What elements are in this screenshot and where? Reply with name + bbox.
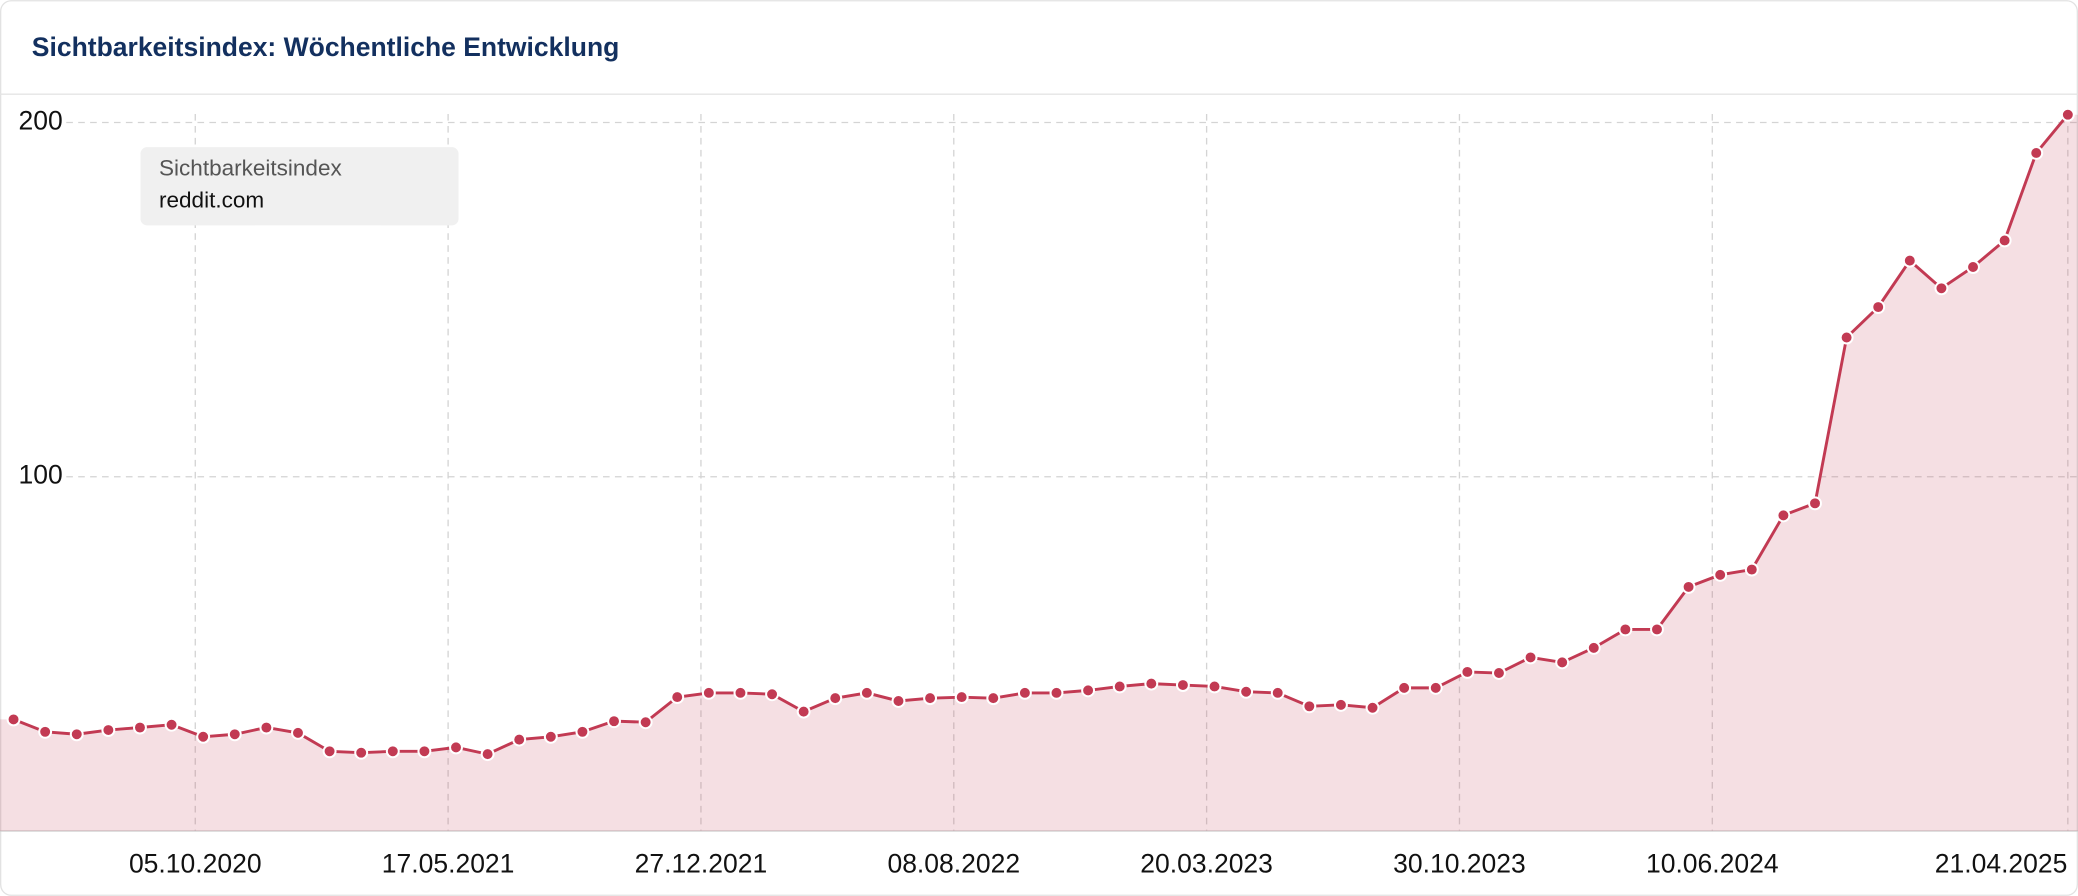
marker	[354, 745, 369, 760]
marker	[1744, 562, 1759, 577]
marker	[133, 720, 147, 735]
x-tick-label: 21.04.2025	[1935, 848, 2068, 878]
marker	[1397, 680, 1412, 695]
legend-entry: reddit.com	[159, 187, 264, 212]
marker	[765, 687, 780, 702]
marker	[291, 725, 305, 740]
chart-title: Sichtbarkeitsindex: Wöchentliche Entwick…	[32, 32, 620, 62]
marker	[449, 740, 463, 755]
marker	[1681, 579, 1696, 594]
marker	[1713, 567, 1728, 582]
y-tick-label: 100	[19, 460, 63, 490]
marker	[1207, 679, 1222, 694]
marker	[512, 732, 527, 747]
marker	[1586, 640, 1601, 655]
marker	[859, 685, 874, 700]
marker	[1144, 676, 1159, 691]
marker	[1017, 685, 1032, 700]
marker	[101, 723, 116, 737]
marker	[638, 715, 653, 730]
marker	[828, 691, 843, 706]
marker	[1460, 664, 1475, 679]
marker	[1650, 622, 1664, 637]
marker	[1239, 684, 1254, 699]
marker	[196, 729, 211, 744]
marker	[607, 714, 621, 729]
marker	[701, 685, 716, 700]
marker	[1270, 685, 1285, 700]
marker	[1902, 253, 1917, 268]
marker	[543, 729, 558, 744]
marker	[575, 724, 590, 739]
marker	[1871, 300, 1886, 315]
marker	[385, 744, 400, 759]
marker	[923, 691, 938, 706]
marker	[1492, 666, 1506, 680]
marker	[733, 685, 748, 700]
legend-title: Sichtbarkeitsindex	[159, 156, 342, 181]
marker	[954, 690, 969, 705]
marker	[986, 691, 1001, 706]
marker	[891, 694, 906, 708]
marker	[1365, 700, 1380, 715]
marker	[1428, 680, 1443, 695]
marker	[1555, 655, 1570, 670]
marker	[670, 690, 685, 705]
marker	[1112, 679, 1127, 694]
marker	[1808, 496, 1822, 511]
area	[0, 114, 2078, 831]
marker	[480, 747, 495, 762]
x-tick-label: 05.10.2020	[129, 848, 262, 878]
marker	[1997, 233, 2012, 248]
x-tick-label: 17.05.2021	[382, 848, 515, 878]
marker	[796, 704, 811, 719]
x-tick-label: 08.08.2022	[887, 848, 1020, 878]
x-tick-label: 10.06.2024	[1646, 848, 1779, 878]
x-tick-label: 20.03.2023	[1140, 848, 1273, 878]
marker	[2060, 107, 2075, 122]
marker	[322, 744, 337, 759]
marker	[227, 727, 242, 742]
legend-box	[140, 147, 459, 226]
marker	[1934, 281, 1949, 296]
marker	[417, 744, 432, 759]
marker	[259, 720, 274, 735]
marker	[38, 724, 53, 739]
marker	[164, 717, 179, 732]
x-tick-label: 27.12.2021	[635, 848, 768, 878]
marker	[1333, 697, 1348, 712]
marker	[69, 727, 84, 742]
marker	[1081, 683, 1096, 698]
marker	[1966, 260, 1980, 274]
marker	[2029, 146, 2044, 160]
marker	[1618, 622, 1633, 637]
marker	[1839, 330, 1854, 345]
y-tick-label: 200	[19, 105, 63, 135]
marker	[1523, 650, 1538, 665]
marker	[1175, 678, 1190, 693]
marker	[1049, 685, 1064, 700]
x-tick-label: 30.10.2023	[1393, 848, 1526, 878]
marker	[1776, 508, 1791, 523]
marker	[6, 712, 21, 727]
marker	[1302, 699, 1317, 714]
